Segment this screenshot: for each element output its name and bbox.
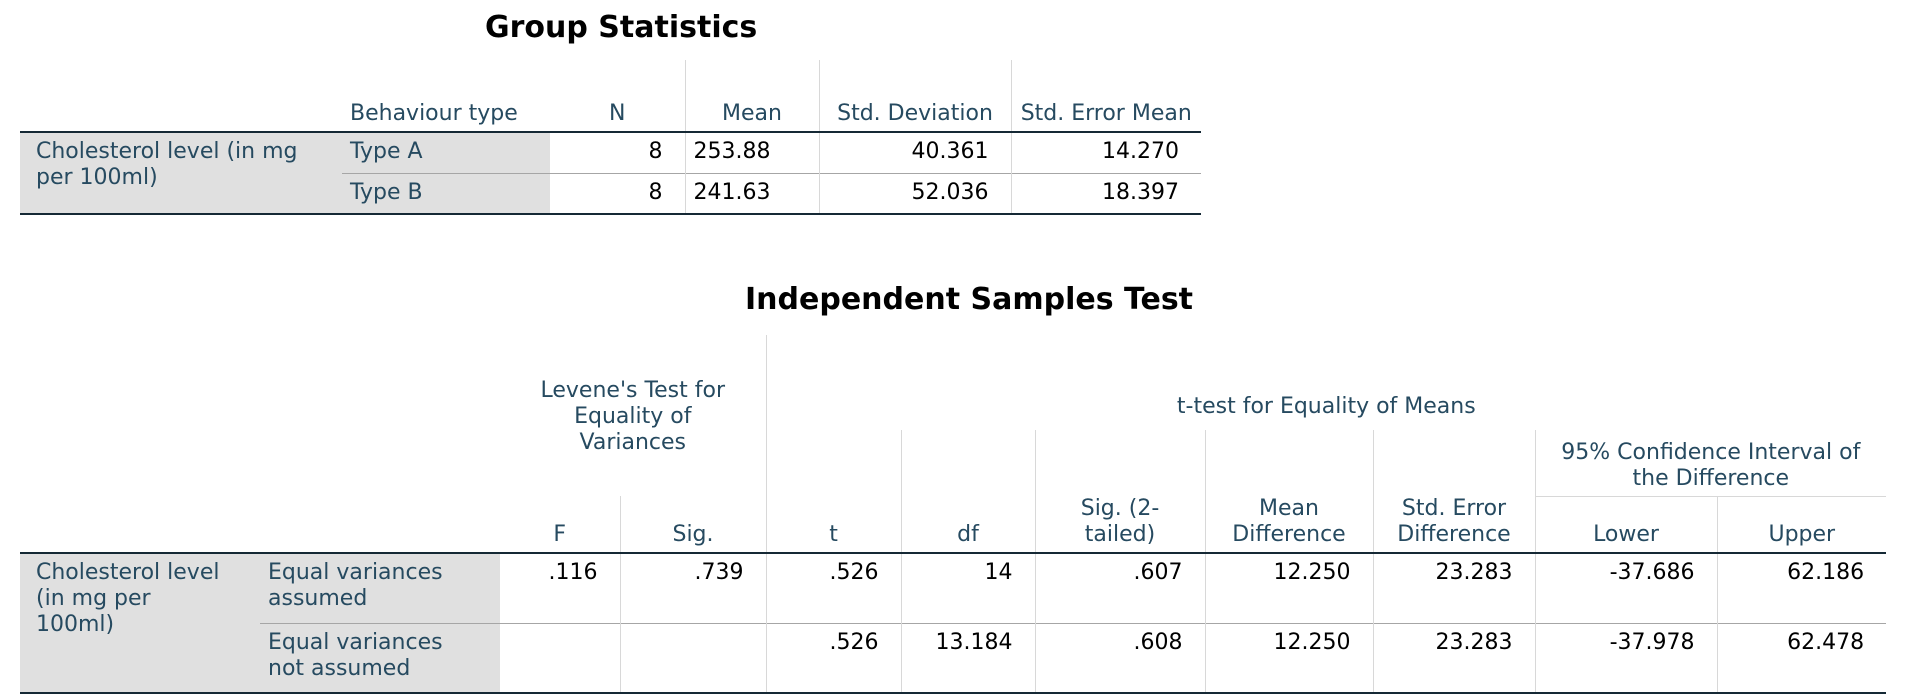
cell-df: 14 <box>900 553 1036 623</box>
header-n: N <box>550 60 685 133</box>
cell-sig-2-tailed: .607 <box>1034 553 1206 623</box>
cell-sig: .739 <box>619 553 767 623</box>
cell-mean-difference: 12.250 <box>1204 553 1374 623</box>
header-upper: Upper <box>1716 495 1887 554</box>
cell-upper: 62.186 <box>1716 553 1887 623</box>
header-sig: Sig. <box>619 496 767 554</box>
header-spacer <box>1204 430 1374 496</box>
cell-mean: 241.63 <box>684 172 819 215</box>
cell-std-error-difference: 23.283 <box>1372 622 1536 694</box>
header-spacer <box>900 430 1036 496</box>
cell-upper: 62.478 <box>1716 622 1887 694</box>
header-std-error-difference: Std. Error Difference <box>1372 496 1536 554</box>
header-t: t <box>765 496 902 554</box>
group-stats-corner <box>20 60 342 133</box>
variance-label: Equal variances not assumed <box>260 622 500 694</box>
cell-sig-2-tailed: .608 <box>1034 622 1206 694</box>
cell-std-deviation: 40.361 <box>818 132 1011 173</box>
cell-std-error-difference: 23.283 <box>1372 553 1536 623</box>
header-levene: Levene's Test for Equality of Variances <box>540 378 726 455</box>
header-ci: 95% Confidence Interval of the Differenc… <box>1534 430 1887 496</box>
cell-t: .526 <box>765 622 902 694</box>
cell-sig <box>619 622 767 694</box>
variance-label: Equal variances assumed <box>260 553 500 623</box>
header-mean: Mean <box>684 60 819 133</box>
header-f: F <box>500 496 620 554</box>
header-ttest: t-test for Equality of Means <box>765 335 1887 430</box>
group-label: Type A <box>342 132 550 173</box>
header-behaviour-type: Behaviour type <box>342 60 550 133</box>
independent-samples-test-title: Independent Samples Test <box>745 282 1194 317</box>
independent-samples-test-table: Levene's Test for Equality of Variances … <box>20 335 1887 694</box>
cell-lower: -37.978 <box>1534 622 1718 694</box>
group-statistics-title: Group Statistics <box>485 10 758 45</box>
header-spacer <box>1034 430 1206 496</box>
cell-f <box>500 622 620 694</box>
header-lower: Lower <box>1534 495 1718 554</box>
cell-n: 8 <box>648 139 663 164</box>
cell-std-deviation: 52.036 <box>818 172 1011 215</box>
cell-mean-difference: 12.250 <box>1204 622 1374 694</box>
header-spacer <box>1372 430 1536 496</box>
cell-f: .116 <box>548 560 598 585</box>
cell-n: 8 <box>550 172 685 215</box>
cell-std-error-mean: 14.270 <box>1010 132 1201 173</box>
row-label-cholesterol: Cholesterol level (in mg per 100ml) <box>20 132 342 215</box>
header-mean-difference: Mean Difference <box>1204 496 1374 554</box>
header-std-error-mean: Std. Error Mean <box>1010 60 1201 133</box>
cell-mean: 253.88 <box>684 132 819 173</box>
cell-t: .526 <box>765 553 902 623</box>
group-label: Type B <box>342 172 550 215</box>
cell-df: 13.184 <box>900 622 1036 694</box>
header-df: df <box>900 496 1036 554</box>
ind-test-corner <box>20 335 500 554</box>
group-statistics-table: Behaviour type N Mean Std. Deviation Std… <box>20 60 1201 215</box>
cell-lower: -37.686 <box>1534 553 1718 623</box>
header-std-deviation: Std. Deviation <box>818 60 1011 133</box>
header-spacer <box>765 430 902 496</box>
cell-std-error-mean: 18.397 <box>1010 172 1201 215</box>
header-sig-2-tailed: Sig. (2-tailed) <box>1034 496 1206 554</box>
row-label-cholesterol: Cholesterol level (in mg per 100ml) <box>20 553 260 694</box>
